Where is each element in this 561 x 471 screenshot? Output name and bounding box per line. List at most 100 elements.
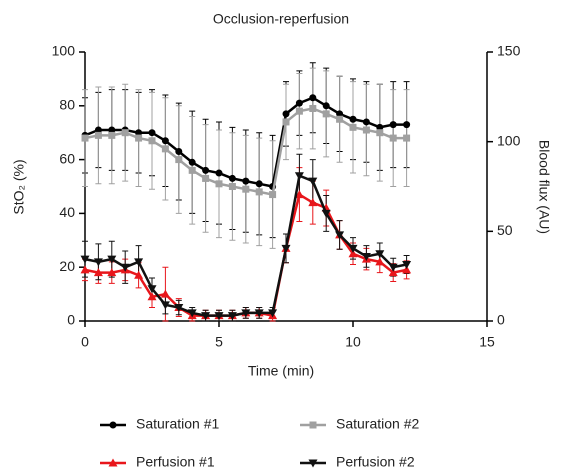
marker: [134, 258, 144, 267]
marker: [148, 129, 156, 137]
marker: [362, 126, 370, 134]
y-tick-label: 40: [59, 204, 75, 220]
marker: [147, 292, 157, 301]
marker: [255, 188, 263, 196]
x-axis-label: Time (min): [248, 363, 314, 379]
marker: [309, 104, 317, 112]
marker: [228, 183, 236, 190]
marker: [375, 257, 385, 266]
marker: [376, 129, 384, 137]
marker: [134, 270, 144, 279]
marker: [215, 169, 223, 177]
marker: [295, 107, 303, 115]
marker: [108, 126, 116, 134]
y-tick-label: 100: [52, 43, 76, 59]
marker: [188, 158, 196, 166]
marker: [202, 166, 210, 174]
marker: [294, 190, 304, 199]
y2-tick-label: 150: [497, 43, 521, 59]
marker: [336, 115, 344, 123]
y2-axis-label: Blood flux (AU): [536, 140, 552, 234]
marker: [348, 249, 358, 258]
marker: [80, 265, 90, 274]
y-axis-label: StO₂ (%): [11, 159, 27, 214]
marker: [402, 261, 412, 270]
marker: [107, 268, 117, 277]
x-tick-label: 5: [215, 334, 223, 350]
marker: [321, 209, 331, 218]
marker: [109, 421, 117, 429]
marker: [242, 177, 250, 185]
y2-tick-label: 50: [497, 222, 513, 238]
marker: [160, 301, 170, 310]
marker: [255, 180, 263, 188]
legend-label: Saturation #2: [336, 416, 419, 432]
x-tick-label: 10: [345, 334, 361, 350]
y-tick-label: 60: [59, 150, 75, 166]
marker: [349, 115, 357, 123]
marker: [308, 177, 318, 186]
marker: [228, 174, 236, 182]
marker: [336, 110, 344, 118]
x-tick-label: 15: [479, 334, 495, 350]
y-tick-label: 20: [59, 258, 75, 274]
marker: [295, 99, 303, 107]
marker: [121, 129, 129, 137]
marker: [254, 309, 264, 318]
marker: [308, 198, 318, 207]
marker: [120, 263, 130, 272]
marker: [174, 304, 184, 313]
marker: [108, 131, 116, 139]
marker: [348, 244, 358, 253]
marker: [93, 268, 103, 277]
marker: [175, 156, 183, 164]
marker: [214, 312, 224, 321]
marker: [148, 137, 156, 145]
marker: [375, 250, 385, 259]
marker: [175, 148, 183, 156]
marker: [94, 126, 102, 134]
marker: [282, 118, 290, 126]
marker: [362, 118, 370, 126]
marker: [294, 172, 304, 181]
marker: [161, 145, 169, 153]
y-tick-label: 80: [59, 97, 75, 113]
marker: [107, 255, 117, 264]
marker: [161, 137, 169, 145]
marker: [389, 134, 397, 142]
marker: [241, 309, 251, 318]
marker: [268, 309, 278, 318]
chart-title: Occlusion-reperfusion: [213, 11, 349, 27]
marker: [108, 458, 118, 467]
marker: [135, 134, 143, 142]
marker: [388, 263, 398, 272]
marker: [389, 121, 397, 129]
marker: [308, 459, 318, 468]
marker: [403, 134, 411, 142]
x-tick-label: 0: [81, 334, 89, 350]
legend-label: Perfusion #1: [136, 454, 215, 470]
marker: [94, 131, 102, 139]
marker: [80, 255, 90, 264]
marker: [93, 258, 103, 267]
marker: [187, 309, 197, 318]
marker: [376, 123, 384, 131]
y-tick-label: 0: [67, 312, 75, 328]
marker: [160, 289, 170, 298]
marker: [227, 312, 237, 321]
marker: [309, 421, 317, 429]
y2-tick-label: 100: [497, 132, 521, 148]
marker: [147, 285, 157, 294]
marker: [309, 94, 317, 102]
y2-tick-label: 0: [497, 312, 505, 328]
marker: [135, 129, 143, 137]
marker: [322, 102, 330, 110]
marker: [269, 191, 277, 199]
marker: [281, 244, 291, 253]
marker: [335, 231, 345, 240]
marker: [388, 268, 398, 277]
marker: [403, 121, 411, 129]
marker: [282, 110, 290, 118]
marker: [81, 134, 89, 142]
